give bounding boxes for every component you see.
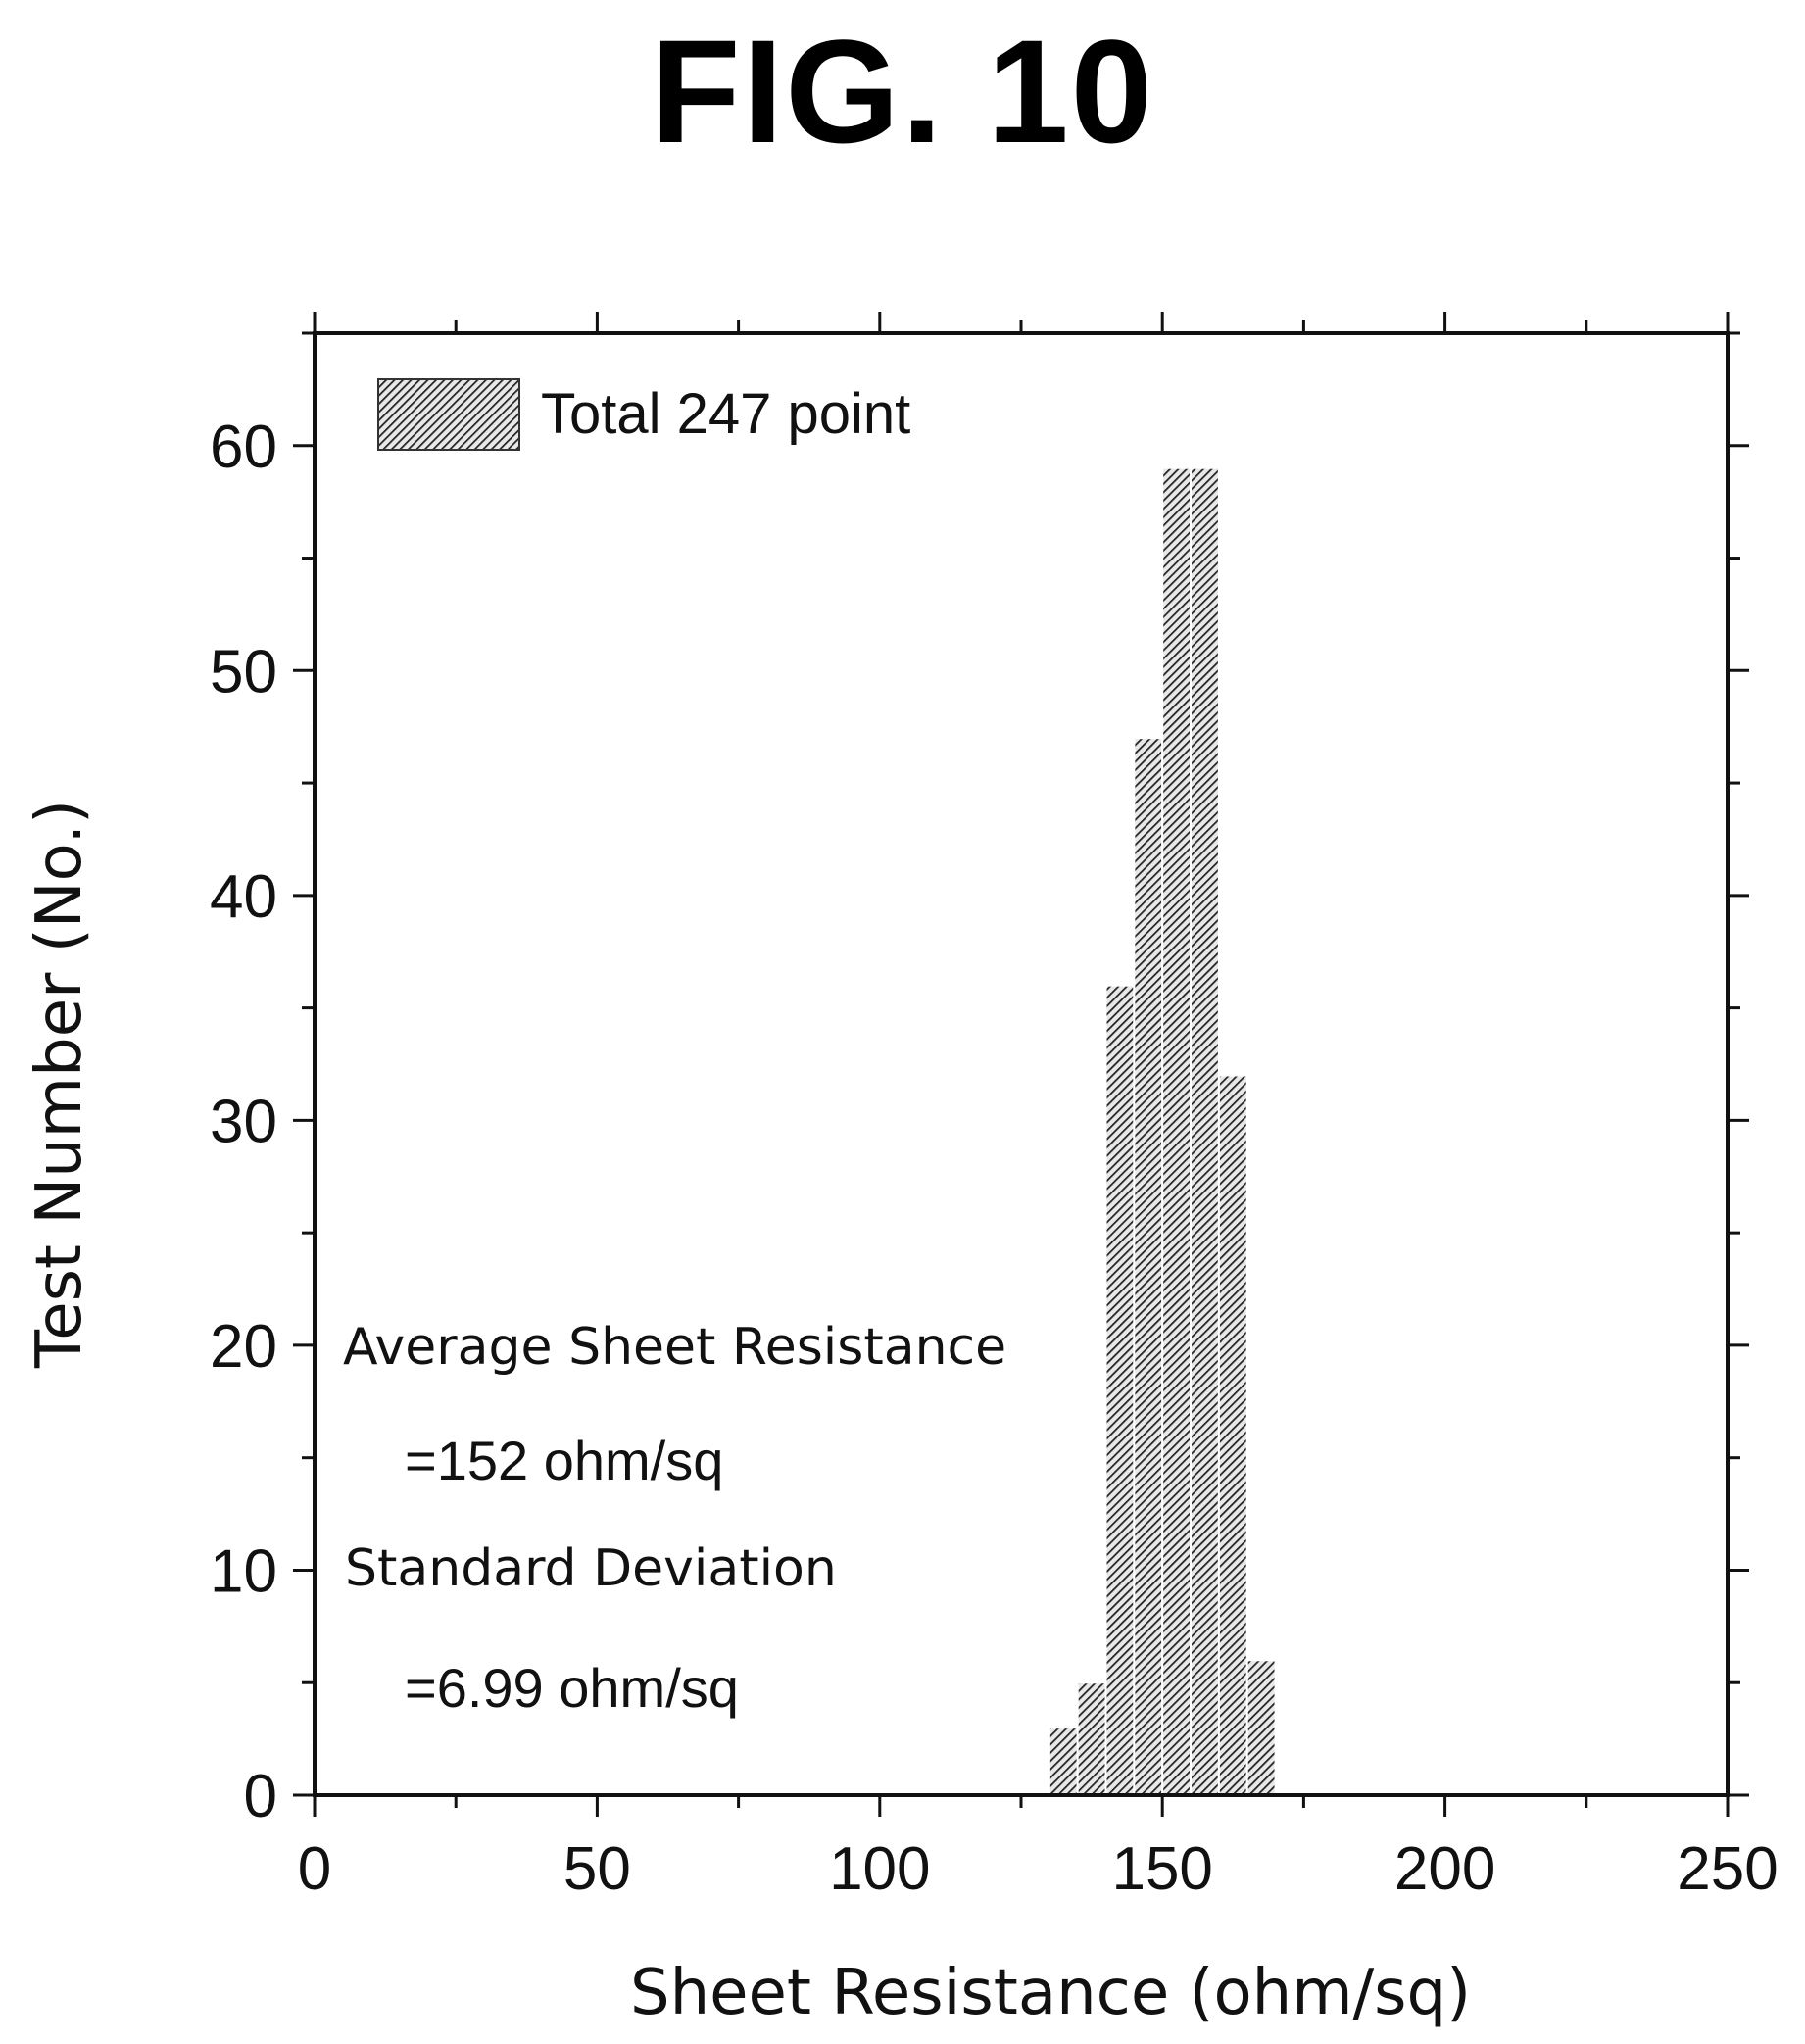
- y-tick-label: 10: [210, 1537, 277, 1605]
- y-tick-label: 40: [210, 863, 277, 931]
- histogram-bar: [1161, 466, 1193, 1797]
- x-tick-label: 200: [1394, 1835, 1495, 1903]
- histogram-bar: [1133, 737, 1164, 1797]
- x-tick-label: 100: [829, 1835, 930, 1903]
- x-axis-label: Sheet Resistance (ohm/sq): [630, 1957, 1471, 2029]
- y-axis-label: Test Number (No.): [24, 800, 96, 1369]
- labels-layer: Sheet Resistance (ohm/sq) Test Number (N…: [24, 800, 1471, 2029]
- x-tick-label: 0: [298, 1835, 331, 1903]
- std-dev-value: =6.99 ohm/sq: [405, 1657, 739, 1719]
- histogram-bar: [1190, 466, 1220, 1797]
- legend-label: Total 247 point: [541, 382, 910, 446]
- std-dev-label: Standard Deviation: [345, 1539, 837, 1598]
- x-tick-label: 150: [1111, 1835, 1212, 1903]
- bars-layer: [1048, 466, 1277, 1797]
- histogram-bar: [1076, 1681, 1107, 1796]
- x-tick-label: 250: [1677, 1835, 1778, 1903]
- histogram-bar: [1245, 1659, 1277, 1797]
- y-tick-label: 20: [210, 1313, 277, 1381]
- legend: Total 247 point: [377, 378, 910, 451]
- histogram-bar: [1104, 984, 1136, 1796]
- average-value: =152 ohm/sq: [405, 1430, 723, 1491]
- legend-swatch: [377, 378, 520, 451]
- x-tick-label: 50: [563, 1835, 631, 1903]
- y-tick-label: 50: [210, 638, 277, 706]
- annotations: Average Sheet Resistance =152 ohm/sq Sta…: [343, 1318, 1006, 1719]
- y-tick-label: 0: [244, 1763, 277, 1830]
- average-label: Average Sheet Resistance: [343, 1318, 1006, 1377]
- ticks-layer: 0 50 100 150 200 250 0 10 20 30 40 50 60: [210, 312, 1779, 1903]
- histogram-bar: [1048, 1727, 1079, 1796]
- y-tick-label: 60: [210, 414, 277, 481]
- y-tick-label: 30: [210, 1088, 277, 1155]
- histogram-bar: [1217, 1074, 1248, 1796]
- figure-title: FIG. 10: [650, 9, 1155, 173]
